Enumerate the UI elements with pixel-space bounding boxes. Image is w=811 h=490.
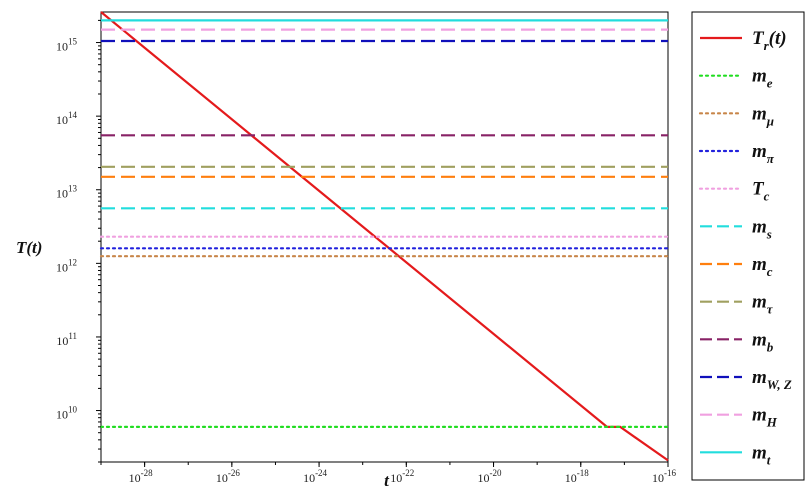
x-tick-label: 10-26 [216, 468, 240, 485]
legend-label-11: mt [752, 442, 771, 467]
legend-label-3: mπ [752, 141, 775, 166]
series-layer [99, 11, 670, 462]
x-axis-title: t [384, 471, 390, 490]
legend-label-8: mb [752, 329, 774, 354]
legend-label-0: Tr(t) [752, 28, 787, 53]
x-axis: 10-28 10-26 10-24 10-22 10-20 10-18 10-16 [100, 462, 676, 485]
legend-label-4: Tc [752, 179, 770, 204]
legend-label-5: ms [752, 216, 772, 241]
legend: Tr(t) me mμ mπ Tc ms mc mτ mb mW, Z mH mt [698, 28, 792, 467]
y-axis-title: T(t) [16, 238, 42, 257]
y-tick-label: 1014 [56, 110, 78, 127]
x-tick-label: 10-28 [129, 468, 153, 485]
legend-label-2: mμ [752, 103, 774, 128]
legend-label-1: me [752, 66, 773, 91]
legend-label-6: mc [752, 254, 773, 279]
y-tick-label: 1013 [56, 184, 78, 201]
legend-label-9: mW, Z [752, 367, 792, 392]
y-tick-label: 1010 [56, 405, 78, 422]
legend-label-10: mH [752, 405, 778, 430]
legend-label-7: mτ [752, 292, 774, 317]
y-tick-label: 1011 [56, 331, 77, 348]
y-axis: 1010 1011 1012 1013 1014 1015 [56, 19, 101, 463]
x-tick-label: 10-18 [565, 468, 589, 485]
legend-box [691, 11, 805, 481]
x-tick-label: 10-22 [390, 468, 414, 485]
x-tick-label: 10-24 [303, 468, 327, 485]
y-tick-label: 1015 [56, 37, 78, 54]
x-tick-label: 10-16 [652, 468, 676, 485]
y-tick-label: 1012 [56, 257, 77, 274]
x-tick-label: 10-20 [478, 468, 502, 485]
